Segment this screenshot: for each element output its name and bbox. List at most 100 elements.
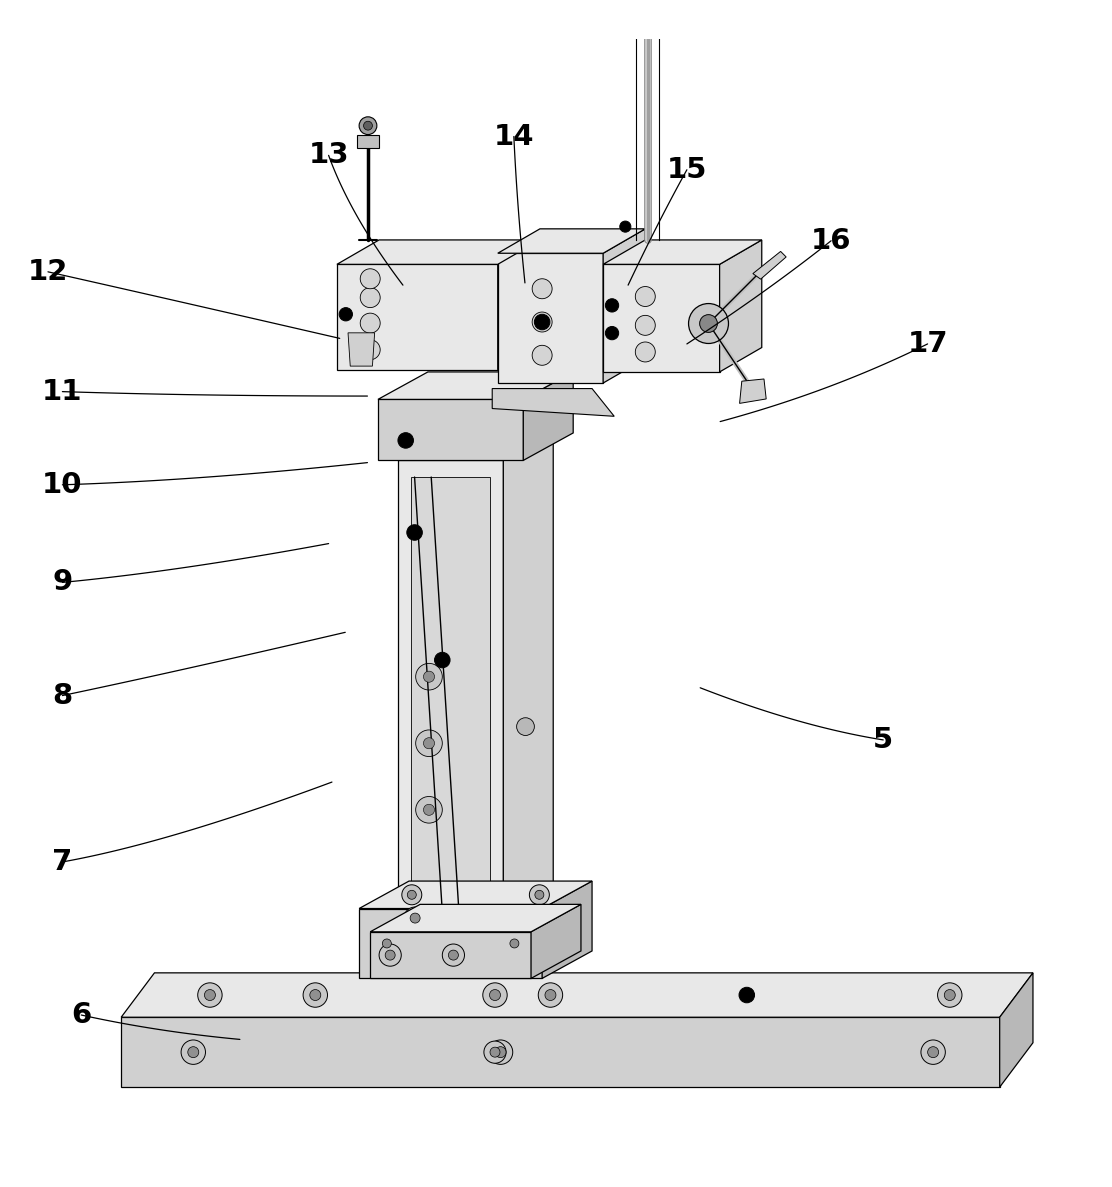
Polygon shape — [504, 433, 554, 973]
Circle shape — [360, 313, 380, 334]
Text: 17: 17 — [907, 330, 947, 358]
Circle shape — [359, 116, 377, 134]
Circle shape — [377, 933, 397, 953]
Circle shape — [310, 990, 320, 1001]
Polygon shape — [543, 881, 592, 978]
Circle shape — [188, 1047, 199, 1058]
Circle shape — [605, 299, 618, 312]
Polygon shape — [603, 240, 762, 265]
Circle shape — [488, 1040, 513, 1065]
Circle shape — [635, 342, 655, 362]
Circle shape — [484, 1041, 506, 1064]
Polygon shape — [359, 881, 592, 908]
Circle shape — [921, 1040, 945, 1065]
Polygon shape — [634, 24, 661, 34]
Polygon shape — [603, 265, 719, 372]
Polygon shape — [498, 253, 603, 383]
Polygon shape — [411, 477, 490, 945]
Text: 6: 6 — [71, 1001, 91, 1029]
Circle shape — [443, 944, 465, 966]
Circle shape — [538, 983, 563, 1008]
Circle shape — [435, 653, 450, 668]
Circle shape — [424, 805, 435, 815]
Circle shape — [360, 287, 380, 307]
Polygon shape — [370, 932, 532, 978]
Circle shape — [495, 1047, 506, 1058]
Text: 8: 8 — [52, 681, 72, 710]
Circle shape — [505, 933, 525, 953]
Polygon shape — [524, 372, 573, 461]
Circle shape — [937, 983, 962, 1008]
Text: 14: 14 — [494, 122, 534, 151]
Circle shape — [448, 950, 458, 960]
Circle shape — [404, 907, 426, 929]
Circle shape — [944, 990, 955, 1001]
Circle shape — [416, 796, 443, 823]
Circle shape — [407, 890, 416, 900]
Circle shape — [401, 884, 421, 904]
Polygon shape — [378, 372, 573, 399]
Polygon shape — [398, 461, 504, 973]
Circle shape — [304, 983, 328, 1008]
Polygon shape — [121, 1017, 1000, 1087]
Circle shape — [535, 315, 550, 330]
Circle shape — [533, 345, 553, 366]
Circle shape — [517, 718, 535, 736]
Circle shape — [407, 525, 423, 540]
Polygon shape — [359, 908, 543, 978]
Text: 7: 7 — [52, 848, 72, 876]
Polygon shape — [498, 240, 540, 369]
Polygon shape — [498, 229, 645, 253]
Circle shape — [510, 939, 519, 948]
Circle shape — [535, 890, 544, 900]
Circle shape — [416, 730, 443, 756]
Text: 12: 12 — [28, 258, 68, 286]
Circle shape — [424, 671, 435, 683]
Circle shape — [490, 1047, 500, 1058]
Circle shape — [364, 121, 373, 131]
Polygon shape — [753, 252, 786, 279]
Circle shape — [619, 221, 631, 233]
Polygon shape — [337, 240, 540, 265]
Circle shape — [489, 990, 500, 1001]
Text: 13: 13 — [308, 141, 349, 170]
Circle shape — [424, 737, 435, 749]
Circle shape — [198, 983, 222, 1008]
Polygon shape — [1000, 973, 1033, 1087]
Polygon shape — [719, 240, 762, 372]
Polygon shape — [121, 973, 1033, 1017]
Circle shape — [205, 990, 216, 1001]
Polygon shape — [603, 229, 645, 383]
Text: 9: 9 — [52, 569, 72, 596]
Circle shape — [416, 664, 443, 690]
Circle shape — [398, 433, 414, 449]
Circle shape — [360, 268, 380, 288]
Polygon shape — [398, 433, 554, 461]
Text: 5: 5 — [873, 726, 893, 754]
Circle shape — [360, 339, 380, 360]
Text: 15: 15 — [667, 155, 707, 184]
Polygon shape — [532, 904, 580, 978]
Circle shape — [385, 950, 395, 960]
Circle shape — [181, 1040, 206, 1065]
Circle shape — [699, 315, 717, 332]
Polygon shape — [739, 379, 766, 404]
Circle shape — [605, 326, 618, 339]
Circle shape — [545, 990, 556, 1001]
Circle shape — [635, 286, 655, 306]
Circle shape — [533, 279, 553, 299]
Text: 11: 11 — [42, 377, 82, 406]
Circle shape — [927, 1047, 939, 1058]
Circle shape — [529, 884, 549, 904]
Circle shape — [483, 983, 507, 1008]
Polygon shape — [493, 388, 614, 417]
Circle shape — [383, 939, 391, 948]
Circle shape — [739, 988, 755, 1003]
Text: 10: 10 — [42, 471, 82, 499]
Polygon shape — [348, 332, 375, 366]
Polygon shape — [370, 904, 580, 932]
Circle shape — [410, 913, 420, 923]
Circle shape — [339, 307, 353, 320]
Circle shape — [379, 944, 401, 966]
Circle shape — [635, 316, 655, 336]
